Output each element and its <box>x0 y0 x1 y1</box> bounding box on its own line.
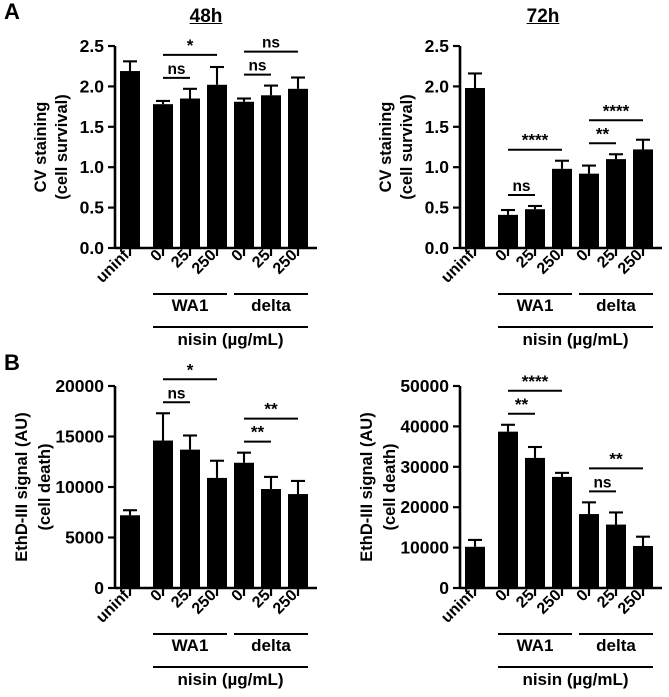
svg-text:ns: ns <box>262 35 280 52</box>
svg-text:10000: 10000 <box>55 477 104 497</box>
svg-text:delta: delta <box>251 636 291 655</box>
svg-text:250: 250 <box>270 587 301 618</box>
svg-text:250: 250 <box>189 247 220 278</box>
svg-text:40000: 40000 <box>400 416 449 436</box>
svg-text:nisin (µg/mL): nisin (µg/mL) <box>522 670 628 689</box>
svg-text:(cell survival): (cell survival) <box>398 94 416 199</box>
svg-text:****: **** <box>603 101 630 120</box>
svg-text:2.5: 2.5 <box>425 36 450 56</box>
svg-text:delta: delta <box>596 636 636 655</box>
svg-text:0.5: 0.5 <box>425 198 450 218</box>
svg-text:**: ** <box>596 124 610 143</box>
svg-text:WA1: WA1 <box>172 296 209 315</box>
svg-text:0.5: 0.5 <box>80 198 105 218</box>
svg-text:EthD-III signal (AU): EthD-III signal (AU) <box>13 412 31 561</box>
svg-text:250: 250 <box>270 247 301 278</box>
svg-text:0: 0 <box>94 578 104 598</box>
svg-text:5000: 5000 <box>65 528 104 548</box>
svg-text:2.0: 2.0 <box>425 76 450 96</box>
svg-text:15000: 15000 <box>55 427 104 447</box>
svg-text:nisin (µg/mL): nisin (µg/mL) <box>177 670 283 689</box>
svg-text:250: 250 <box>615 587 646 618</box>
svg-text:2.5: 2.5 <box>80 36 105 56</box>
svg-text:(cell survival): (cell survival) <box>53 94 71 199</box>
svg-text:WA1: WA1 <box>172 636 209 655</box>
svg-text:delta: delta <box>251 296 291 315</box>
svg-text:250: 250 <box>534 587 565 618</box>
svg-text:250: 250 <box>534 247 565 278</box>
svg-text:CV staining: CV staining <box>32 102 50 193</box>
svg-text:50000: 50000 <box>400 376 449 396</box>
svg-text:0.0: 0.0 <box>80 238 105 258</box>
svg-text:250: 250 <box>615 247 646 278</box>
svg-text:****: **** <box>522 372 549 391</box>
svg-text:**: ** <box>251 423 265 442</box>
svg-text:30000: 30000 <box>400 457 449 477</box>
svg-text:20000: 20000 <box>400 497 449 517</box>
svg-text:1.5: 1.5 <box>80 117 105 137</box>
svg-text:**: ** <box>264 400 278 419</box>
svg-text:10000: 10000 <box>400 538 449 558</box>
svg-text:ns: ns <box>248 58 266 75</box>
svg-text:**: ** <box>515 395 529 414</box>
svg-text:2.0: 2.0 <box>80 76 105 96</box>
svg-text:*: * <box>187 36 194 55</box>
svg-text:delta: delta <box>596 296 636 315</box>
svg-text:*: * <box>187 360 194 379</box>
svg-text:1.0: 1.0 <box>425 157 450 177</box>
svg-text:**: ** <box>609 449 623 468</box>
svg-text:(cell death): (cell death) <box>381 443 399 530</box>
svg-text:0.0: 0.0 <box>425 238 450 258</box>
svg-text:0: 0 <box>439 578 449 598</box>
svg-text:1.0: 1.0 <box>80 157 105 177</box>
svg-text:WA1: WA1 <box>517 636 554 655</box>
svg-text:(cell death): (cell death) <box>36 443 54 530</box>
svg-text:ns: ns <box>512 178 530 195</box>
svg-text:ns: ns <box>167 385 185 402</box>
svg-text:20000: 20000 <box>55 376 104 396</box>
svg-text:250: 250 <box>189 587 220 618</box>
svg-text:WA1: WA1 <box>517 296 554 315</box>
svg-text:EthD-III signal (AU): EthD-III signal (AU) <box>358 412 376 561</box>
svg-text:CV staining: CV staining <box>377 102 395 193</box>
svg-text:ns: ns <box>593 474 611 491</box>
svg-text:****: **** <box>522 131 549 150</box>
svg-text:1.5: 1.5 <box>425 117 450 137</box>
svg-text:ns: ns <box>167 61 185 78</box>
